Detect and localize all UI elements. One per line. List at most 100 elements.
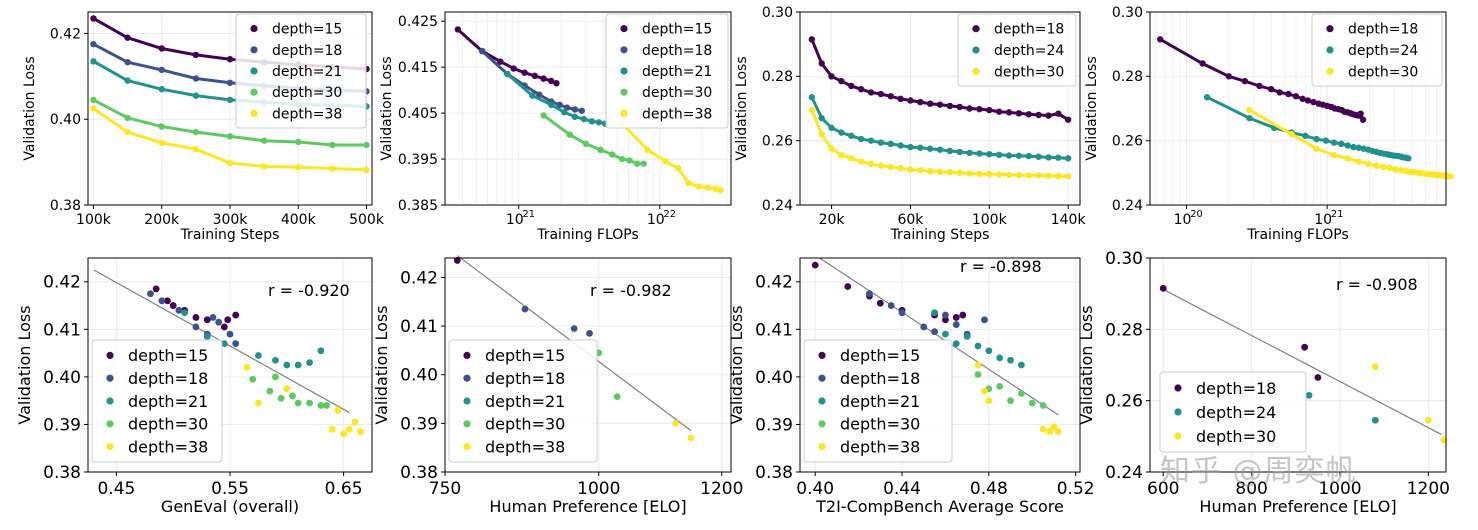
p4-point-depth=24 <box>1246 114 1253 122</box>
p7-point-depth=15 <box>811 261 819 269</box>
p4-point-depth=24 <box>1313 135 1320 143</box>
p1-point-depth=38 <box>295 164 302 171</box>
p4-legend-label: depth=30 <box>1348 64 1418 80</box>
p6-legend-label: depth=38 <box>485 437 565 456</box>
p3-legend-label: depth=18 <box>994 22 1064 38</box>
p4-legend-marker <box>1326 46 1334 54</box>
p3-point-depth=18 <box>995 108 1003 115</box>
p3-point-depth=30 <box>828 145 835 152</box>
p3-y-tick-label: 0.30 <box>762 5 793 21</box>
p1-point-depth=30 <box>158 123 165 130</box>
p3-y-axis-label: Validation Loss <box>734 56 750 160</box>
p7-legend-label: depth=30 <box>840 415 920 434</box>
p6-x-tick-label: 1200 <box>700 479 743 499</box>
p3-point-depth=24 <box>1025 152 1032 160</box>
p3-point-depth=24 <box>986 150 993 158</box>
p2-point-depth=38 <box>644 146 651 154</box>
p7-y-tick-label: 0.41 <box>755 320 793 340</box>
p2-point-depth=38 <box>662 158 669 165</box>
p2-point-depth=15 <box>521 69 528 76</box>
p4-y-tick-label: 0.26 <box>1112 134 1143 150</box>
p7-x-tick-label: 0.52 <box>1057 479 1095 499</box>
p1-legend-label: depth=15 <box>272 22 342 38</box>
p8-point-depth=24 <box>1371 416 1379 424</box>
p5-x-tick-label: 0.45 <box>97 479 135 499</box>
p8-point-depth=30 <box>1424 416 1432 424</box>
p7-correlation-label: r = -0.898 <box>960 257 1042 276</box>
p7-y-tick-label: 0.39 <box>755 415 793 435</box>
p7-point-depth=30 <box>974 371 982 378</box>
p4-point-depth=30 <box>1386 164 1394 172</box>
p8-point-depth=18 <box>1314 374 1322 381</box>
p3-point-depth=18 <box>818 60 825 67</box>
p5-correlation-label: r = -0.920 <box>268 281 350 300</box>
p7-point-depth=18 <box>898 309 906 317</box>
p1-legend-box <box>235 13 367 129</box>
p6-x-tick-label: 750 <box>429 479 461 499</box>
p3-point-depth=30 <box>897 164 904 172</box>
p3-y-tick-label: 0.24 <box>762 198 793 214</box>
p2-point-depth=21 <box>571 113 579 120</box>
p5-point-depth=38 <box>340 430 347 438</box>
p2-y-tick-label: 0.425 <box>398 14 438 30</box>
p3-point-depth=18 <box>897 95 904 103</box>
p5-legend-label: depth=38 <box>128 437 208 456</box>
p7-point-depth=21 <box>985 347 993 355</box>
p1-y-tick-label: 0.42 <box>50 26 81 42</box>
p3-point-depth=24 <box>946 147 954 155</box>
p2-point-depth=18 <box>563 104 571 111</box>
p8-point-depth=30 <box>1371 363 1379 371</box>
p8-x-axis-label: Human Preference [ELO] <box>1199 497 1396 516</box>
p2-point-depth=30 <box>566 131 573 138</box>
p8-point-depth=18 <box>1301 343 1309 351</box>
p7-legend-label: depth=18 <box>840 369 920 388</box>
p7-point-depth=15 <box>876 299 884 307</box>
p4-y-tick-label: 0.28 <box>1112 69 1143 85</box>
p2-x-tick-label: 10 <box>506 212 524 228</box>
p1-legend-marker <box>250 25 258 33</box>
p7-point-depth=18 <box>866 290 873 298</box>
p3-point-depth=24 <box>926 145 934 152</box>
p4-point-depth=24 <box>1322 137 1330 144</box>
p6-legend-marker <box>463 443 471 451</box>
p1-legend-marker <box>250 46 258 54</box>
p4-x-axis-label: Training FLOPs <box>1246 227 1349 243</box>
p1-legend-marker <box>250 109 258 117</box>
p5-point-depth=18 <box>147 290 154 298</box>
p3-point-depth=30 <box>956 169 963 177</box>
p3-point-depth=18 <box>808 36 816 43</box>
p3-point-depth=18 <box>887 93 894 100</box>
p7-point-depth=15 <box>952 314 960 321</box>
p4-point-depth=18 <box>1225 73 1233 80</box>
p5-point-depth=30 <box>317 402 325 409</box>
p8-fit-line <box>1160 287 1442 436</box>
p6-y-tick-label: 0.40 <box>400 366 438 386</box>
p5-x-tick-label: 0.65 <box>325 479 363 499</box>
p5-point-depth=18 <box>215 318 223 326</box>
p7-fit-line <box>819 257 1059 416</box>
p3-series-line-depth=30 <box>810 109 1069 178</box>
p5-point-depth=15 <box>220 323 228 331</box>
watermark-text: 知乎 @周奕帆 <box>1160 454 1357 489</box>
p5-point-depth=18 <box>175 306 183 314</box>
p5-point-depth=38 <box>283 385 291 393</box>
p5-point-depth=15 <box>203 316 211 324</box>
p7-point-depth=21 <box>1007 356 1014 364</box>
p5-point-depth=21 <box>317 347 325 355</box>
p5-y-tick-label: 0.38 <box>43 463 81 483</box>
p3-legend-box <box>957 13 1077 87</box>
p2-point-depth=30 <box>540 112 547 119</box>
p2-point-depth=21 <box>580 115 588 123</box>
p3-point-depth=24 <box>1064 155 1072 162</box>
p5-point-depth=30 <box>249 375 257 383</box>
p5-legend-marker <box>106 397 114 405</box>
p3-point-depth=24 <box>936 146 944 153</box>
p5-point-depth=30 <box>277 394 285 402</box>
p8-point-depth=30 <box>1440 436 1448 444</box>
p2-point-depth=21 <box>560 108 568 116</box>
p2-point-depth=18 <box>578 107 585 114</box>
p6-point-depth=30 <box>613 393 621 401</box>
p3-point-depth=24 <box>1005 152 1013 159</box>
p2-point-depth=15 <box>454 26 462 33</box>
p4-point-depth=24 <box>1338 140 1345 148</box>
